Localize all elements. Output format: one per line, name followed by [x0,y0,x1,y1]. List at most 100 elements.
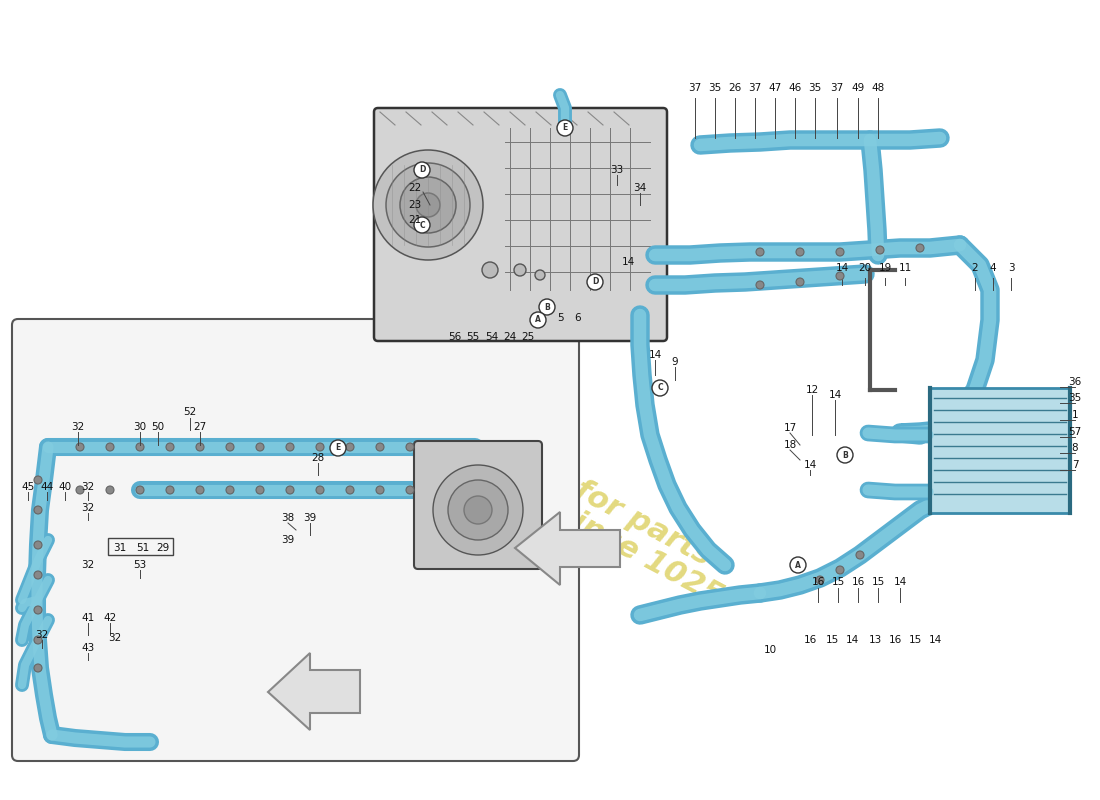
Text: 33: 33 [610,165,624,175]
Text: E: E [336,443,341,453]
FancyBboxPatch shape [374,108,667,341]
Text: 45: 45 [21,482,34,492]
Bar [930,388,1070,513]
Text: B: B [843,450,848,459]
Circle shape [916,244,924,252]
Text: 39: 39 [282,535,295,545]
Text: 15: 15 [825,635,838,645]
Circle shape [756,281,764,289]
Text: 43: 43 [81,643,95,653]
Circle shape [34,664,42,672]
Circle shape [34,541,42,549]
Circle shape [34,636,42,644]
Circle shape [34,506,42,514]
Text: 14: 14 [621,257,635,267]
Text: 16: 16 [889,635,902,645]
Text: 24: 24 [504,332,517,342]
Text: 14: 14 [803,460,816,470]
Text: 53: 53 [133,560,146,570]
Text: 51: 51 [136,543,150,553]
Circle shape [400,177,456,233]
Circle shape [406,486,414,494]
Text: 44: 44 [41,482,54,492]
Bar [108,538,173,555]
Text: 1: 1 [1071,410,1078,420]
Text: 54: 54 [485,332,498,342]
Circle shape [837,447,852,463]
Circle shape [796,278,804,286]
Text: 35: 35 [1068,393,1081,403]
Circle shape [836,566,844,574]
Circle shape [256,443,264,451]
Text: 10: 10 [763,645,777,655]
Text: 14: 14 [893,577,906,587]
Circle shape [406,443,414,451]
Text: C: C [419,221,425,230]
Circle shape [316,443,324,451]
Text: 32: 32 [81,482,95,492]
Text: 39: 39 [304,513,317,523]
Text: 28: 28 [311,453,324,463]
Text: 32: 32 [81,560,95,570]
Circle shape [587,274,603,290]
Text: 14: 14 [928,635,942,645]
Circle shape [416,193,440,217]
Circle shape [539,299,556,315]
Text: 16: 16 [812,577,825,587]
Text: 16: 16 [851,577,865,587]
Circle shape [286,486,294,494]
Text: 32: 32 [35,630,48,640]
Text: 40: 40 [58,482,72,492]
Text: 55: 55 [466,332,480,342]
Text: 6: 6 [574,313,581,323]
Text: 25: 25 [521,332,535,342]
Circle shape [433,465,522,555]
Circle shape [414,217,430,233]
Text: 8: 8 [1071,443,1078,453]
Circle shape [386,163,470,247]
Circle shape [256,486,264,494]
Text: 17: 17 [783,423,796,433]
Circle shape [166,486,174,494]
Circle shape [816,576,824,584]
Text: A: A [795,561,801,570]
Text: 16: 16 [803,635,816,645]
Text: 56: 56 [449,332,462,342]
Circle shape [535,270,544,280]
Text: B: B [544,302,550,311]
Text: 11: 11 [899,263,912,273]
Text: 23: 23 [408,200,421,210]
Text: 13: 13 [868,635,881,645]
Circle shape [373,150,483,260]
Circle shape [482,262,498,278]
Text: 14: 14 [648,350,661,360]
Text: E: E [562,123,568,133]
Text: 38: 38 [282,513,295,523]
Circle shape [34,476,42,484]
Text: 12: 12 [805,385,818,395]
Circle shape [330,440,346,456]
Text: C: C [657,383,663,393]
Text: 22: 22 [408,183,421,193]
Text: 57: 57 [1068,427,1081,437]
Text: 35: 35 [808,83,822,93]
Circle shape [196,443,204,451]
Text: 14: 14 [828,390,842,400]
Circle shape [514,264,526,276]
Circle shape [856,551,864,559]
Text: 41: 41 [81,613,95,623]
Text: 37: 37 [748,83,761,93]
Text: 21: 21 [408,215,421,225]
Text: since 1025: since 1025 [551,499,728,611]
Text: 34: 34 [634,183,647,193]
FancyBboxPatch shape [12,319,579,761]
Text: passion for parts: passion for parts [444,409,716,571]
Text: 37: 37 [689,83,702,93]
Text: 37: 37 [830,83,844,93]
Text: 47: 47 [769,83,782,93]
Polygon shape [268,653,360,730]
Circle shape [106,443,114,451]
Circle shape [196,486,204,494]
Text: 30: 30 [133,422,146,432]
Text: 15: 15 [909,635,922,645]
